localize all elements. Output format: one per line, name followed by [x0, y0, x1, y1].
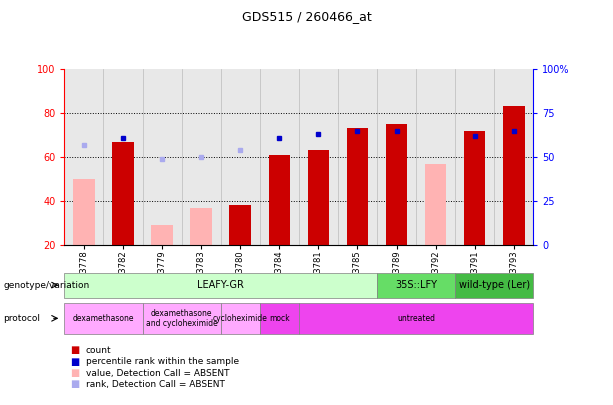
Bar — [104, 69, 142, 245]
Text: mock: mock — [269, 314, 289, 323]
Bar — [416, 69, 455, 245]
Text: dexamethasone: dexamethasone — [73, 314, 134, 323]
Text: percentile rank within the sample: percentile rank within the sample — [86, 357, 239, 366]
Bar — [151, 225, 173, 245]
Bar — [64, 273, 377, 298]
Bar — [181, 69, 221, 245]
Bar — [494, 69, 533, 245]
Bar — [142, 69, 181, 245]
Bar — [229, 205, 251, 245]
Bar — [299, 303, 533, 334]
Text: ■: ■ — [70, 368, 80, 378]
Bar — [191, 208, 212, 245]
Text: untreated: untreated — [397, 314, 435, 323]
Text: ■: ■ — [70, 345, 80, 355]
Text: wild-type (Ler): wild-type (Ler) — [459, 280, 530, 290]
Bar — [347, 128, 368, 245]
Bar — [464, 130, 485, 245]
Bar — [112, 141, 134, 245]
Bar — [455, 273, 533, 298]
Text: 35S::LFY: 35S::LFY — [395, 280, 437, 290]
Bar — [377, 273, 455, 298]
Bar — [338, 69, 377, 245]
Bar — [377, 69, 416, 245]
Bar — [64, 303, 142, 334]
Text: cycloheximide: cycloheximide — [213, 314, 268, 323]
Bar — [503, 106, 525, 245]
Text: LEAFY-GR: LEAFY-GR — [197, 280, 244, 290]
Bar — [386, 124, 407, 245]
Text: dexamethasone
and cycloheximide: dexamethasone and cycloheximide — [146, 309, 218, 328]
Bar — [260, 303, 299, 334]
Text: ■: ■ — [70, 357, 80, 367]
Text: value, Detection Call = ABSENT: value, Detection Call = ABSENT — [86, 369, 229, 377]
Bar — [299, 69, 338, 245]
Text: ■: ■ — [70, 379, 80, 389]
Bar — [260, 69, 299, 245]
Bar — [64, 69, 104, 245]
Bar — [221, 303, 260, 334]
Bar — [221, 69, 260, 245]
Bar — [308, 150, 329, 245]
Text: GDS515 / 260466_at: GDS515 / 260466_at — [242, 10, 371, 23]
Text: rank, Detection Call = ABSENT: rank, Detection Call = ABSENT — [86, 380, 225, 389]
Text: protocol: protocol — [3, 314, 40, 323]
Bar — [268, 155, 290, 245]
Bar — [142, 303, 221, 334]
Bar — [425, 164, 446, 245]
Text: genotype/variation: genotype/variation — [3, 281, 89, 290]
Bar — [455, 69, 494, 245]
Text: count: count — [86, 346, 112, 355]
Bar — [73, 179, 94, 245]
